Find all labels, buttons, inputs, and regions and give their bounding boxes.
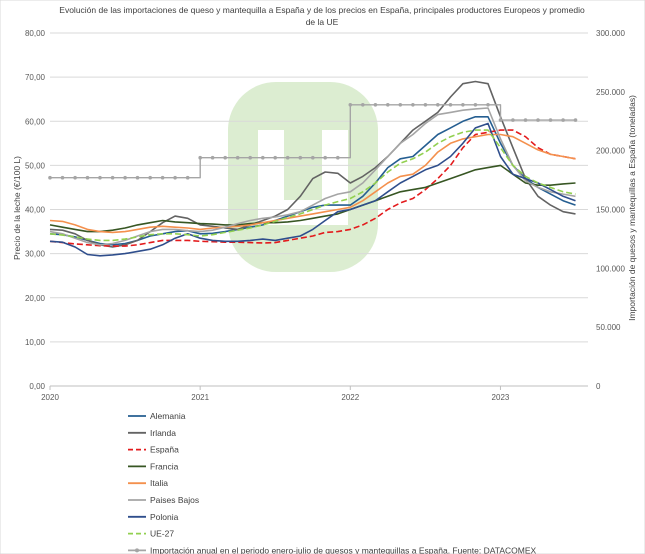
y-left-tick-label: 20,00 [25,294,46,303]
legend-label-6: Polonia [150,512,179,522]
legend-label-2: España [150,445,179,455]
series-marker-8 [548,118,553,122]
series-marker-8 [223,155,227,160]
y-right-tick-label: 50.000 [596,323,621,332]
legend-label-1: Irlanda [150,428,176,438]
legend: Alemania Irlanda España Francia Italia Paises… [128,411,537,554]
series-marker-8 [361,103,365,107]
y-right-tick-label: 0 [596,382,601,391]
series-marker-8 [160,175,165,180]
y-left-tick-label: 40,00 [25,206,46,215]
series-marker-8 [298,155,303,160]
series-marker-8 [185,175,190,180]
y-left-tick-label: 60,00 [25,117,46,126]
series-marker-8 [523,118,528,122]
y-right-tick-label: 100.000 [596,264,625,273]
series-marker-8 [511,118,515,122]
series-marker-8 [473,103,478,107]
series-line-6 [49,122,576,257]
series-marker-8 [561,118,565,122]
series-marker-8 [386,103,390,107]
legend-label-5: Paises Bajos [150,495,199,505]
x-tick-label: 2020 [41,393,59,402]
series-marker-8 [348,103,353,107]
y-right-tick-label: 300.000 [596,29,625,38]
series-line-3 [49,164,576,233]
y-left-tick-label: 30,00 [25,250,46,259]
y-left-tick-label: 50,00 [25,161,46,170]
series-line-7 [49,129,576,242]
series-marker-8 [60,175,65,180]
series-marker-8 [311,155,315,160]
y-left-tick-label: 70,00 [25,73,46,82]
legend-label-3: Francia [150,461,179,471]
series-marker-8 [398,103,403,107]
x-tick-label: 2021 [191,393,209,402]
legend-label-7: UE-27 [150,529,174,539]
series-marker-8 [423,103,428,107]
series-line-5 [49,107,576,246]
series-marker-8 [98,175,102,180]
x-tick-label: 2023 [492,393,510,402]
series-marker-8 [198,155,202,160]
series-marker-8 [323,155,328,160]
series-line-8 [50,104,576,179]
y-axis-left-title: Precio de la leche (€/100 L) [12,156,22,260]
y-axis-right-title: Importación de quesos y mantequillas a E… [627,95,637,321]
y-right-tick-label: 150.000 [596,206,625,215]
series-marker-8 [235,155,240,160]
chart-title-line-1: Evolución de las importaciones de queso … [59,5,585,15]
legend-label-0: Alemania [150,411,186,421]
series-marker-8 [210,155,215,160]
series-marker-8 [373,103,378,107]
y-left-tick-label: 0,00 [29,382,45,391]
legend-swatch-marker-8 [135,548,139,553]
chart-title-line-2: de la UE [306,17,339,27]
series-marker-8 [573,118,578,122]
series-marker-8 [336,155,340,160]
series-line-2 [49,129,576,247]
y-right-tick-label: 200.000 [596,147,625,156]
series-marker-8 [110,175,115,180]
series-lines [48,80,578,257]
series-marker-8 [85,175,90,180]
series-marker-8 [411,103,415,107]
legend-label-8: Importación anual en el periodo enero-ju… [150,545,537,554]
legend-label-4: Italia [150,478,168,488]
y-left-tick-label: 10,00 [25,338,46,347]
series-line-4 [49,133,576,234]
series-marker-8 [173,175,177,180]
y-right-tick-label: 250.000 [596,88,625,97]
series-marker-8 [498,118,503,122]
series-marker-8 [461,103,465,107]
series-line-1 [49,80,576,248]
series-marker-8 [273,155,278,160]
series-marker-8 [261,155,265,160]
series-marker-8 [248,155,252,160]
x-tick-label: 2022 [341,393,359,402]
watermark-shape [228,82,378,272]
series-marker-8 [448,103,453,107]
series-marker-8 [135,175,140,180]
series-marker-8 [123,175,127,180]
axes: 0,00 10,00 20,00 30,00 40,00 50,00 60,00 70,00 8… [25,29,626,402]
watermark-logo [228,82,378,272]
series-marker-8 [436,103,440,107]
series-marker-8 [536,118,540,122]
series-marker-8 [148,175,152,180]
series-marker-8 [48,175,52,180]
series-marker-8 [73,175,77,180]
series-marker-8 [486,103,490,107]
y-left-tick-label: 80,00 [25,29,46,38]
series-marker-8 [285,155,290,160]
